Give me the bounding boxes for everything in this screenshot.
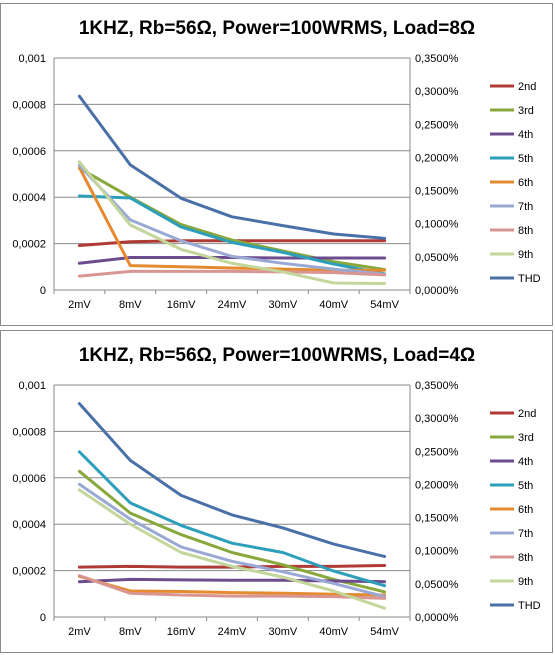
chart-1-y-tick-label: 0,0002 — [12, 239, 46, 251]
chart-2-legend-label-6th: 6th — [518, 504, 533, 516]
chart-panel-load-8-ohm: 1KHZ, Rb=56Ω, Power=100WRMS, Load=8Ω 0 0,0… — [0, 3, 553, 326]
chart-1-legend-label-4th: 4th — [518, 129, 533, 141]
chart-2-y2-tick-label: 0,2000% — [415, 479, 459, 491]
chart-2-y-tick-label: 0 — [40, 612, 46, 624]
chart-1-x-tick-label: 40mV — [319, 299, 348, 311]
chart-1-legend-label-2nd: 2nd — [518, 81, 536, 93]
chart-2-title: 1KHZ, Rb=56Ω, Power=100WRMS, Load=4Ω — [79, 345, 475, 366]
chart-2-legend-label-3rd: 3rd — [518, 432, 534, 444]
chart-svg-load-4-ohm: 1KHZ, Rb=56Ω, Power=100WRMS, Load=4Ω 0 0,0… — [12, 345, 541, 638]
chart-1-legend-label-8th: 8th — [518, 225, 533, 237]
chart-1-y-tick-label: 0,0008 — [12, 99, 46, 111]
chart-2-y-tick-label: 0,0006 — [12, 473, 46, 485]
chart-2-legend-label-4th: 4th — [518, 456, 533, 468]
chart-1-y2-tick-label: 0,2000% — [415, 152, 459, 164]
chart-2-series-5th-line — [77, 450, 387, 588]
chart-2-x-tick-label: 8mV — [119, 626, 142, 638]
chart-1-series-9th-line — [77, 160, 387, 285]
chart-1-y2-tick-label: 0,1000% — [415, 219, 459, 231]
chart-2-x-tick-label: 16mV — [167, 626, 196, 638]
chart-2-legend-label-2nd: 2nd — [518, 408, 536, 420]
chart-panel-load-4-ohm: 1KHZ, Rb=56Ω, Power=100WRMS, Load=4Ω 0 0,0… — [0, 330, 553, 653]
chart-svg-load-8-ohm: 1KHZ, Rb=56Ω, Power=100WRMS, Load=8Ω 0 0,0… — [12, 18, 541, 311]
chart-1-series-8th-line — [77, 269, 387, 278]
chart-1-title: 1KHZ, Rb=56Ω, Power=100WRMS, Load=8Ω — [79, 18, 475, 39]
chart-2-y2-tick-label: 0,1000% — [415, 546, 459, 558]
chart-2-x-tick-label: 24mV — [218, 626, 247, 638]
chart-2-y2-tick-label: 0,3000% — [415, 413, 459, 425]
chart-2-y-tick-label: 0,0002 — [12, 566, 46, 578]
chart-2-legend-label-5th: 5th — [518, 480, 533, 492]
chart-2-series-9th-line — [77, 488, 387, 610]
chart-1-y-tick-label: 0 — [40, 285, 46, 297]
chart-1-y2-tick-label: 0,0500% — [415, 252, 459, 264]
chart-1-y2-tick-label: 0,3500% — [415, 53, 459, 65]
chart-1-x-tick-label: 2mV — [68, 299, 91, 311]
chart-1-y2-tick-label: 0,3000% — [415, 86, 459, 98]
chart-2-series-8th-line — [77, 574, 387, 600]
chart-2-y-tick-label: 0,0004 — [12, 519, 46, 531]
chart-1-legend-label-3rd: 3rd — [518, 105, 534, 117]
chart-1-series-5th-line — [77, 194, 387, 276]
chart-2-y2-tick-label: 0,1500% — [415, 513, 459, 525]
chart-2-series-thd-line — [77, 402, 387, 558]
chart-2-y2-tick-label: 0,0000% — [415, 612, 459, 624]
chart-1-legend-label-7th: 7th — [518, 201, 533, 213]
chart-2-series-3rd-line — [77, 469, 387, 594]
chart-1-x-tick-label: 16mV — [167, 299, 196, 311]
chart-2-x-tick-label: 2mV — [68, 626, 91, 638]
chart-1-series-thd-line — [77, 94, 387, 240]
chart-1-x-tick-label: 8mV — [119, 299, 142, 311]
chart-2-series-7th-line — [77, 482, 387, 599]
chart-2-x-tick-label: 40mV — [319, 626, 348, 638]
chart-1-legend-label-5th: 5th — [518, 153, 533, 165]
chart-1-y2-tick-label: 0,2500% — [415, 119, 459, 131]
chart-1-legend-label-6th: 6th — [518, 177, 533, 189]
chart-1-legend-label-thd: THD — [518, 273, 541, 285]
chart-1-y-tick-label: 0,001 — [18, 53, 46, 65]
chart-2-x-tick-label: 54mV — [370, 626, 399, 638]
chart-1-legend-label-9th: 9th — [518, 249, 533, 261]
chart-1-x-tick-label: 30mV — [268, 299, 297, 311]
chart-2-legend-label-7th: 7th — [518, 528, 533, 540]
chart-2-series-4th-line — [77, 577, 387, 584]
chart-2-y-tick-label: 0,0008 — [12, 426, 46, 438]
chart-2-series-6th-line — [77, 574, 387, 597]
chart-2-legend-label-thd: THD — [518, 600, 541, 612]
chart-2-y2-tick-label: 0,3500% — [415, 380, 459, 392]
chart-1-y2-tick-label: 0,0000% — [415, 285, 459, 297]
chart-1-x-tick-label: 24mV — [218, 299, 247, 311]
chart-1-x-tick-label: 54mV — [370, 299, 399, 311]
chart-1-series-7th-line — [77, 163, 387, 276]
chart-2-x-tick-label: 30mV — [268, 626, 297, 638]
chart-1-y-tick-label: 0,0004 — [12, 192, 46, 204]
chart-1-y-tick-label: 0,0006 — [12, 146, 46, 158]
chart-2-y2-tick-label: 0,2500% — [415, 446, 459, 458]
chart-2-legend-label-9th: 9th — [518, 576, 533, 588]
chart-2-legend-label-8th: 8th — [518, 552, 533, 564]
chart-1-y2-tick-label: 0,1500% — [415, 186, 459, 198]
chart-2-y-tick-label: 0,001 — [18, 380, 46, 392]
chart-2-y2-tick-label: 0,0500% — [415, 579, 459, 591]
